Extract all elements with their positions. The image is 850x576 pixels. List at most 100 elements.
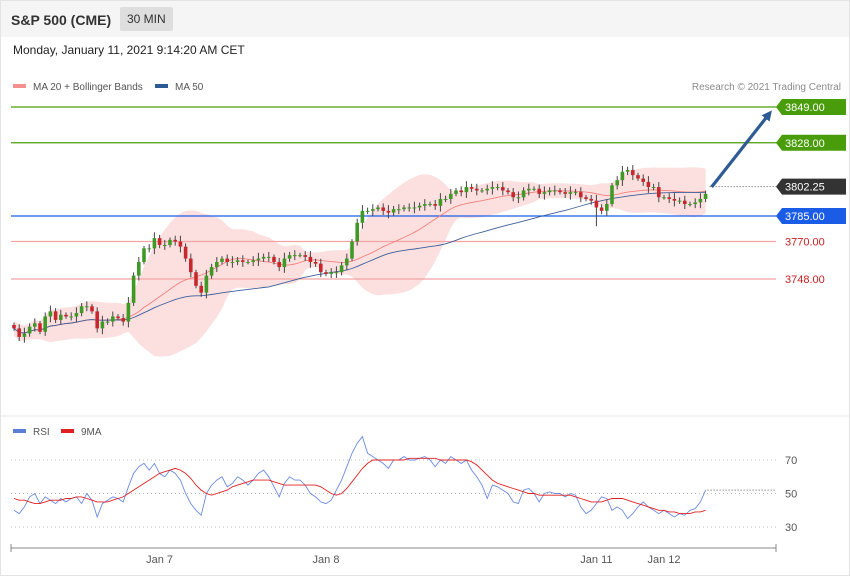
- candle: [521, 187, 526, 201]
- candle: [79, 303, 84, 317]
- candle: [584, 194, 588, 202]
- candle: [204, 269, 209, 299]
- candle-body: [339, 265, 344, 273]
- candle: [17, 324, 21, 341]
- candle: [313, 258, 318, 267]
- candle: [610, 182, 614, 207]
- candle: [287, 251, 292, 262]
- candle-body: [173, 239, 177, 242]
- candle-body: [319, 263, 323, 273]
- candle: [235, 257, 240, 266]
- candle: [95, 307, 99, 333]
- level-tag: 3849.00: [776, 99, 846, 115]
- candle-body: [163, 244, 167, 246]
- candle: [137, 257, 141, 281]
- candle: [53, 308, 58, 324]
- rsi-tick-label: 30: [785, 522, 797, 534]
- candle-body: [677, 200, 682, 202]
- candle-body: [428, 204, 432, 206]
- candle: [178, 235, 183, 253]
- candle: [267, 251, 271, 262]
- candle: [542, 186, 547, 200]
- candle-body: [313, 261, 318, 264]
- candle-body: [490, 187, 495, 189]
- candle-body: [449, 193, 453, 199]
- candle-body: [433, 204, 437, 206]
- candle: [662, 194, 666, 200]
- rsi-tick-label: 50: [785, 489, 797, 501]
- candle: [90, 303, 94, 314]
- candle-body: [376, 207, 380, 210]
- candle: [397, 204, 401, 215]
- candle: [246, 259, 250, 265]
- candle: [475, 183, 479, 196]
- legend-swatch: [155, 84, 168, 88]
- candle-body: [584, 197, 588, 199]
- candle-body: [693, 202, 697, 205]
- candle-body: [246, 261, 250, 263]
- candle-body: [38, 323, 42, 332]
- time-tick-label: Jan 12: [647, 554, 680, 566]
- level-tag-shape: [776, 134, 846, 151]
- candle-body: [469, 187, 474, 189]
- candle: [163, 240, 167, 250]
- candle: [381, 203, 385, 215]
- candle-body: [131, 275, 136, 303]
- candle-body: [183, 246, 188, 259]
- candle: [568, 186, 573, 200]
- candle-body: [48, 311, 53, 317]
- interval-badge[interactable]: 30 MIN: [120, 7, 173, 31]
- candle: [688, 201, 692, 207]
- candle: [605, 199, 609, 216]
- legend-label: RSI: [33, 427, 50, 438]
- candle: [454, 188, 458, 197]
- candle-body: [646, 181, 651, 188]
- candle: [183, 243, 188, 262]
- candle: [69, 312, 73, 321]
- candle-body: [423, 204, 427, 206]
- candle-body: [287, 255, 292, 259]
- candle-body: [74, 313, 79, 317]
- candle-body: [137, 261, 141, 276]
- candle: [350, 239, 354, 261]
- candle-body: [579, 192, 583, 198]
- bollinger-band: [14, 167, 706, 357]
- candle: [261, 253, 266, 262]
- level-label: 3770.00: [785, 237, 825, 249]
- candle-body: [293, 255, 297, 257]
- candle-body: [506, 190, 510, 193]
- candle: [282, 252, 287, 273]
- candle: [194, 269, 198, 289]
- candle-body: [511, 192, 515, 198]
- candle: [667, 193, 671, 204]
- level-label: 3785.00: [785, 211, 825, 223]
- candle-body: [610, 185, 614, 205]
- legend-label: 9MA: [81, 427, 102, 438]
- level-tag-shape: [776, 207, 846, 224]
- candle-body: [334, 272, 339, 274]
- candle-body: [189, 258, 193, 273]
- candle: [443, 195, 448, 203]
- candle-body: [516, 197, 521, 199]
- candle-body: [111, 316, 115, 322]
- candle-body: [59, 314, 63, 320]
- candle-body: [667, 197, 671, 199]
- candle-body: [599, 207, 604, 211]
- candle-body: [272, 256, 276, 262]
- time-tick-label: Jan 7: [146, 554, 173, 566]
- candle: [641, 174, 645, 187]
- candle: [59, 309, 63, 325]
- candle-body: [459, 190, 463, 193]
- candle: [251, 256, 255, 267]
- candle: [298, 252, 302, 258]
- candle-body: [33, 323, 37, 327]
- candle: [272, 254, 276, 265]
- candle-body: [417, 205, 422, 208]
- candle: [651, 183, 656, 191]
- candle-body: [537, 188, 541, 194]
- candle-body: [402, 207, 406, 210]
- candle: [594, 194, 599, 227]
- candle: [527, 183, 531, 196]
- candle-body: [698, 198, 703, 203]
- candle: [589, 194, 593, 205]
